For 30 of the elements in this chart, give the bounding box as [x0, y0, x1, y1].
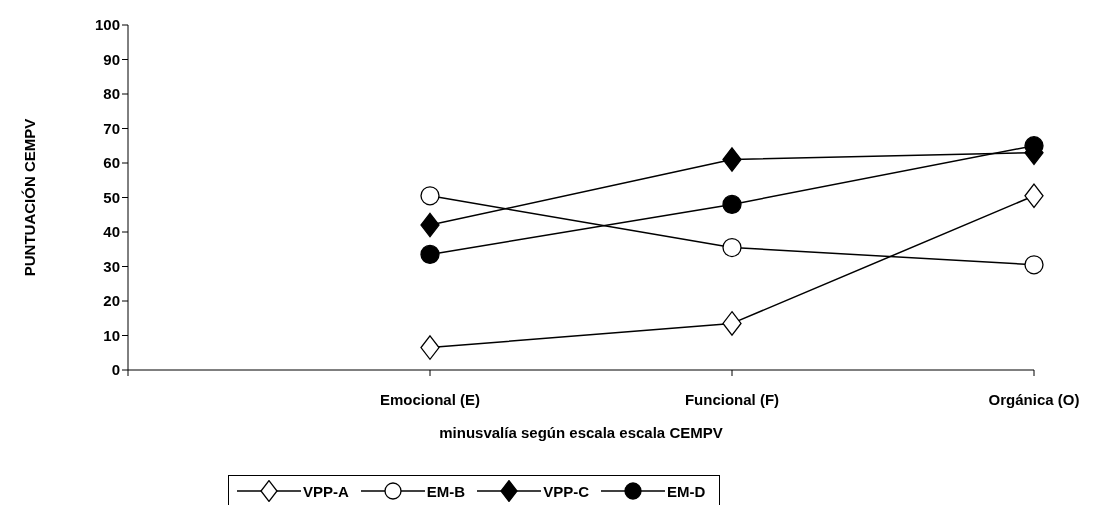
y-tick-label: 50 — [103, 188, 120, 206]
y-tick-label: 0 — [111, 361, 120, 379]
point — [722, 147, 742, 172]
legend-label: VPP-C — [543, 482, 590, 500]
point — [1024, 255, 1044, 275]
y-tick-label: 100 — [94, 16, 120, 34]
point — [722, 311, 742, 336]
point — [420, 244, 440, 265]
point — [420, 186, 440, 206]
x-tick-label: Funcional (F) — [684, 390, 780, 408]
point — [420, 212, 440, 238]
y-tick-label: 80 — [103, 85, 120, 103]
legend-label: VPP-A — [303, 482, 349, 500]
point — [722, 194, 742, 215]
x-tick-label: Emocional (E) — [379, 390, 481, 408]
y-tick-label: 70 — [103, 119, 120, 137]
y-tick-label: 30 — [103, 257, 120, 275]
y-tick-label: 40 — [103, 223, 120, 241]
x-tick-label: Orgánica (O) — [988, 390, 1080, 408]
point — [722, 237, 742, 258]
point — [1024, 183, 1044, 209]
y-axis-title: PUNTUACIÓN CEMPV — [21, 118, 39, 277]
y-tick-label: 90 — [103, 50, 120, 68]
point — [420, 335, 440, 360]
x-axis-title: minusvalía según escala escala CEMPV — [439, 424, 723, 441]
y-tick-label: 60 — [103, 154, 120, 172]
y-tick-label: 10 — [103, 326, 120, 344]
legend-label: EM-B — [426, 482, 466, 500]
y-tick-label: 20 — [103, 292, 120, 310]
legend-label: EM-D — [667, 482, 706, 500]
